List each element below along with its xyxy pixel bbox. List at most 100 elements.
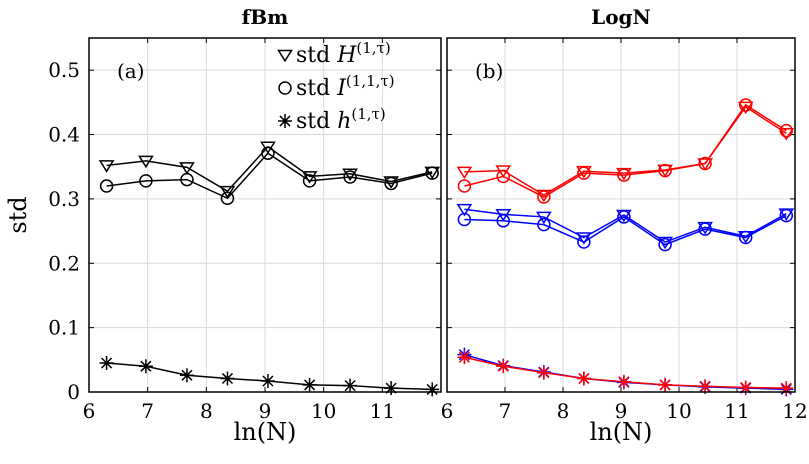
panel-b-xtick-label: 7 (499, 399, 512, 423)
panel-b-series-1-point (537, 190, 551, 204)
panel-a-series-1-point (180, 172, 194, 187)
panel-b-series-2-point (536, 211, 552, 225)
panel-b-series-3 (457, 208, 794, 252)
panel-b-xtick-label: 8 (557, 399, 570, 423)
panel-a-series-2-point (384, 381, 399, 396)
panel-b-series-3-point (698, 222, 712, 236)
panel-a-ytick-label: 0.2 (48, 251, 80, 275)
panel-b-series-1-line (464, 103, 787, 198)
panel-a-series-2 (99, 356, 440, 397)
panel-a-series-1-point (425, 166, 439, 180)
panel-b-axes-frame (446, 37, 796, 393)
panel-b-label: (b) (475, 59, 503, 83)
panel-a-ytick-label: 0.3 (48, 187, 80, 211)
panel-b-series-2-point (456, 203, 473, 217)
panel-a-series-0-point (138, 155, 154, 169)
panel-a-legend-marker (278, 81, 292, 95)
panel-b-series-1-point (658, 163, 672, 178)
panel-b-series-5 (457, 350, 794, 396)
panel-a-legend-entry: std I(1,1,τ) (278, 72, 395, 101)
panel-b-series-1-point (577, 166, 591, 180)
panel-a-legend-marker (278, 114, 292, 128)
panel-a-axes-frame (88, 37, 442, 393)
panel-b-series-0-point (456, 166, 473, 180)
panel-a-series-1-point (343, 170, 357, 184)
panel-b-series-1-point (496, 169, 511, 184)
panel-b-series-5-point (698, 379, 713, 394)
panel-b-series-5-point (738, 380, 753, 395)
panel-b-series-1-point (617, 168, 631, 182)
panel-a-legend-entry: std h(1,τ) (278, 105, 386, 134)
panel-b-series-5-point (536, 365, 551, 380)
panel-b-series-5-point (496, 359, 511, 374)
panel-a-xtick-label: 8 (200, 399, 213, 423)
panel-b: 6 7 8 9 10 11 12 LogN (b) ln(N) (441, 5, 808, 446)
panel-b-series-1-point (457, 179, 472, 193)
panel-a-ytick-label: 0 (67, 380, 80, 404)
panel-a-ytick-label: 0.5 (48, 58, 80, 82)
panel-a-legend-label: std I(1,1,τ) (296, 72, 395, 101)
panel-a-series-1-point (261, 146, 275, 160)
panel-b-xtick-label: 12 (782, 399, 807, 423)
panel-b-series-3-line (464, 214, 787, 246)
panel-b-series-3-point (496, 214, 511, 228)
panel-b-series-3-point (779, 208, 794, 223)
panel-a-series-0-point (179, 162, 195, 175)
panel-b-series-5-point (779, 381, 794, 396)
panel-a-xtick-label: 6 (83, 399, 96, 423)
panel-a-xtick-label: 9 (259, 399, 272, 423)
panel-b-series-3-point (617, 210, 631, 224)
panel-a-series-0-point (219, 185, 236, 199)
panel-a-series-1-point (139, 174, 153, 188)
panel-a-legend-entry: std H(1,τ) (277, 39, 391, 68)
panel-b-series-5-point (576, 371, 591, 386)
panel-b-series-3-point (738, 230, 753, 245)
panel-a-series-2-point (179, 368, 194, 383)
panel-b-series-5-point (658, 377, 673, 392)
panel-a-series-1-point (99, 179, 114, 193)
panel-b-title: LogN (591, 5, 651, 29)
panel-b-xtick-label: 6 (441, 399, 454, 423)
panel-a-title: fBm (242, 5, 289, 29)
panel-b-series-5-point (616, 374, 631, 389)
panel-a-legend-label: std h(1,τ) (296, 105, 386, 134)
panel-a-ytick-label: 0.1 (48, 316, 80, 340)
panel-a-legend-label: std H(1,τ) (296, 39, 391, 68)
panel-a-series-1-point (220, 191, 235, 206)
panel-a-legend: std H(1,τ) std I(1,1,τ) std h(1,τ) (277, 39, 395, 134)
panel-b-xtick-label: 10 (666, 399, 691, 423)
panel-b-series-1 (457, 98, 794, 204)
panel-a-series-2-point (260, 374, 275, 389)
panel-a-series-0-point (301, 171, 318, 184)
panel-b-xtick-label: 9 (615, 399, 628, 423)
panel-b-series-2-line (464, 208, 787, 243)
panel-a-series-2-point (343, 378, 358, 393)
panel-a-xtick-label: 10 (311, 399, 336, 423)
panel-a-series-2-point (220, 371, 235, 386)
panel-a-series-1-line (106, 152, 433, 200)
panel-a-series-2-point (99, 356, 114, 371)
panel-a-series-2-point (425, 382, 440, 397)
panel-b-series-2-point (576, 232, 592, 245)
panel-b-xtick-label: 11 (724, 399, 749, 423)
panel-a-series-2-point (302, 377, 317, 392)
panel-a-ytick-label: 0.4 (48, 123, 80, 147)
panel-a-series-1 (99, 146, 439, 206)
panel-b-series-5-point (457, 350, 472, 365)
panel-a: 6 7 8 9 10 11 0 0.1 0.2 0.3 0.4 0.5 fBm (a) ln(N) std st… (4, 5, 442, 446)
panel-b-series-3-point (457, 212, 472, 227)
panel-b-series-1-point (779, 123, 794, 138)
panel-a-series-1-point (384, 176, 398, 191)
panel-a-xtick-label: 7 (141, 399, 154, 423)
panel-b-xlabel: ln(N) (590, 418, 653, 446)
panel-b-series-3-point (537, 217, 551, 232)
panel-a-label: (a) (117, 59, 145, 83)
panel-a-series-0-point (98, 160, 115, 173)
panel-a-xlabel: ln(N) (234, 418, 297, 446)
panel-a-series-2-point (138, 359, 153, 374)
panel-b-series-1-point (738, 98, 753, 112)
panel-a-series-1-point (302, 174, 317, 188)
panel-a-ylabel: std (4, 196, 32, 233)
panel-b-series-0-point (778, 127, 795, 141)
